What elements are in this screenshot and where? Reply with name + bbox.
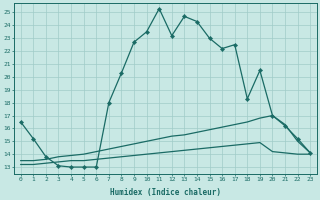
X-axis label: Humidex (Indice chaleur): Humidex (Indice chaleur)	[110, 188, 221, 197]
